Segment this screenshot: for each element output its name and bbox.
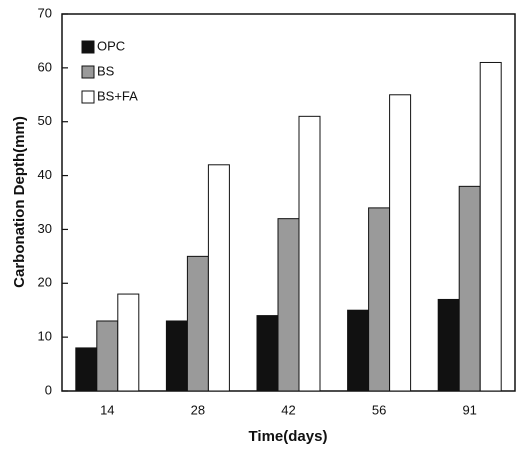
bar [117,293,140,392]
bar [458,185,481,392]
legend-label: OPC [97,38,125,53]
bar [437,298,460,392]
y-tick-label: 30 [38,221,52,236]
bar [96,320,119,392]
bar [368,207,391,392]
y-tick-label: 50 [38,113,52,128]
x-tick-label: 56 [372,402,386,417]
legend-label: BS [97,63,115,78]
legend-swatch [81,90,95,104]
y-axis-title: Carbonation Depth(mm) [11,116,28,288]
bar [479,61,502,392]
x-tick-label: 91 [462,402,476,417]
y-tick-label: 20 [38,275,52,290]
bar [347,309,370,392]
y-tick-label: 0 [45,382,52,397]
bar [186,255,209,392]
legend-swatch [81,65,95,79]
x-tick-label: 28 [191,402,205,417]
y-tick-label: 40 [38,167,52,182]
bar [256,315,279,392]
bar [298,115,321,392]
y-tick-label: 70 [38,5,52,20]
legend-swatch [81,40,95,54]
x-axis-title: Time(days) [249,428,328,445]
bar [277,218,300,392]
y-tick-label: 60 [38,59,52,74]
bar [165,320,188,392]
bar [207,164,230,392]
bar [75,347,98,392]
x-tick-label: 14 [100,402,114,417]
y-tick-label: 10 [38,329,52,344]
x-tick-label: 42 [281,402,295,417]
bar [389,94,412,392]
legend-label: BS+FA [97,88,138,103]
